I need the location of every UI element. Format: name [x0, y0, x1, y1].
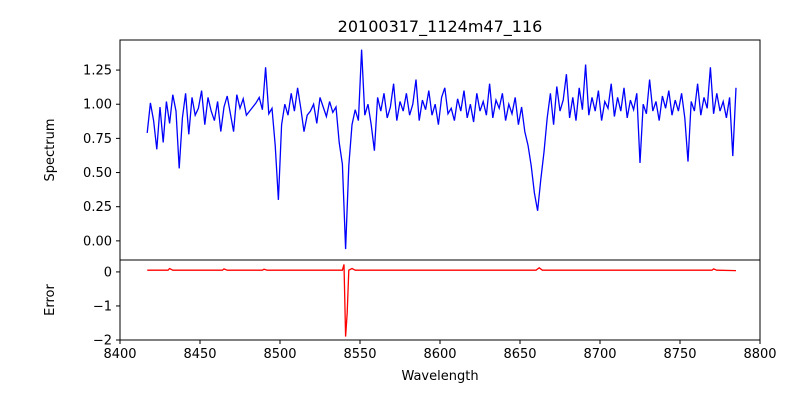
spectrum-ylabel: Spectrum — [43, 119, 58, 182]
y-tick-label: −2 — [93, 334, 112, 349]
y-tick-label: −1 — [93, 299, 112, 314]
spectrum-frame — [119, 39, 761, 261]
x-tick-label: 8700 — [583, 347, 616, 362]
error-line — [147, 264, 737, 337]
y-tick-label: 0.00 — [83, 234, 112, 249]
x-tick-label: 8800 — [743, 347, 776, 362]
y-tick-label: 0 — [104, 265, 112, 280]
y-tick-label: 1.00 — [83, 98, 112, 113]
x-tick-label: 8500 — [263, 347, 296, 362]
x-tick-label: 8650 — [503, 347, 536, 362]
spectrum-axes: 0.00 0.25 0.50 0.75 1.00 1.25 — [83, 39, 761, 261]
error-ylabel: Error — [43, 284, 58, 316]
x-tick-label: 8550 — [343, 347, 376, 362]
x-tick-label: 8600 — [423, 347, 456, 362]
y-tick-label: 0.25 — [83, 200, 112, 215]
x-tick-label: 8450 — [183, 347, 216, 362]
y-tick-label: 0.75 — [83, 132, 112, 147]
x-tick-label: 8400 — [103, 347, 136, 362]
y-tick-label: 0.50 — [83, 166, 112, 181]
x-tick-label: 8750 — [663, 347, 696, 362]
spectrum-line — [146, 49, 737, 250]
chart-title: 20100317_1124m47_116 — [338, 17, 543, 37]
error-frame — [119, 259, 761, 341]
x-axis-label: Wavelength — [401, 369, 478, 384]
y-tick-label: 1.25 — [83, 64, 112, 79]
